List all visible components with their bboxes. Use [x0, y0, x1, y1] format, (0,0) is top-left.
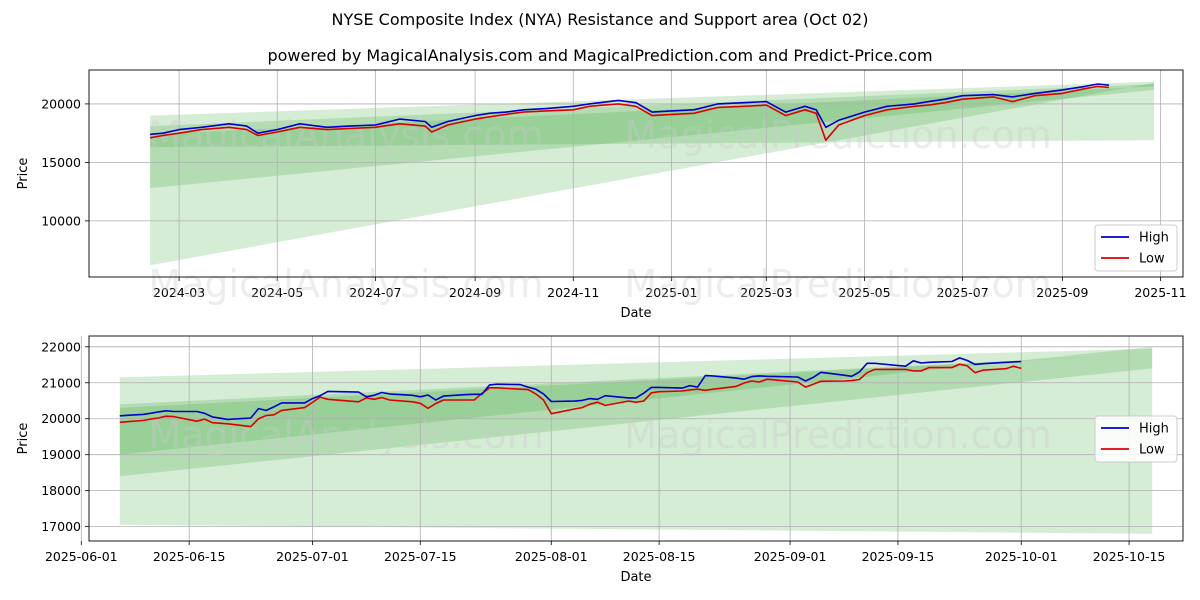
plot-frame [88, 335, 1184, 542]
y-tick-label: 22000 [41, 339, 81, 354]
watermark: MagicalPrediction.com [624, 262, 1052, 306]
legend-label-high: High [1139, 231, 1169, 246]
panel-1: 2024-03 2024-05 2024-07 2024-09 2024-11 2025-… [16, 69, 1187, 321]
legend-label-low: Low [1139, 252, 1165, 267]
chart-subtitle: powered by MagicalAnalysis.com and Magic… [267, 46, 933, 65]
panel-2: 2025-06-01 2025-06-15 2025-07-01 2025-07-15… [16, 335, 1184, 585]
band-3 [150, 82, 1155, 266]
series-line-high [150, 83, 1110, 136]
x-tick-label: 2025-06-15 [153, 549, 226, 564]
y-tick-label: 20000 [41, 96, 81, 111]
watermark: MagicalPrediction.com [624, 113, 1052, 157]
y-tick-label: 19000 [41, 447, 81, 462]
chart-title: NYSE Composite Index (NYA) Resistance an… [331, 10, 869, 29]
x-tick-label: 2025-08-01 [515, 549, 588, 564]
y-axis-label: Price [16, 423, 31, 455]
band-3 [119, 346, 1153, 455]
y-tick-label: 15000 [41, 155, 81, 170]
watermark: MagicalAnalysis.com [148, 113, 543, 157]
y-axis-label: Price [16, 158, 31, 190]
plot-area [89, 70, 1183, 277]
legend-label-high: High [1139, 422, 1169, 437]
plot-area [89, 336, 1183, 541]
x-tick-label: 2024-07 [349, 285, 401, 300]
x-tick-label: 2025-01 [645, 285, 697, 300]
x-tick-label: 2024-03 [153, 285, 205, 300]
x-tick-label: 2025-09-15 [862, 549, 935, 564]
band-2 [119, 353, 1153, 477]
x-tick-label: 2025-09 [1036, 285, 1088, 300]
x-tick-label: 2025-08-15 [623, 549, 696, 564]
y-tick-label: 20000 [41, 411, 81, 426]
x-tick-label: 2025-05 [838, 285, 890, 300]
y-tick-label: 18000 [41, 483, 81, 498]
x-tick-label: 2024-11 [547, 285, 599, 300]
y-tick-label: 17000 [41, 519, 81, 534]
plot-frame [88, 69, 1184, 278]
x-tick-label: 2025-03 [740, 285, 792, 300]
watermark: MagicalAnalysis.com [148, 262, 543, 306]
x-tick-label: 2025-10-01 [985, 549, 1058, 564]
x-tick-label: 2025-11 [1134, 285, 1186, 300]
x-tick-label: 2025-07-15 [384, 549, 457, 564]
watermark: MagicalPrediction.com [624, 413, 1052, 457]
series-line-low [119, 363, 1022, 428]
x-tick-label: 2025-10-15 [1093, 549, 1166, 564]
x-tick-label: 2025-09-01 [754, 549, 827, 564]
x-tick-label: 2024-09 [449, 285, 501, 300]
x-tick-label: 2025-06-01 [45, 549, 118, 564]
series-line-high [119, 357, 1022, 421]
x-tick-label: 2025-07 [936, 285, 988, 300]
band-1 [119, 348, 1153, 534]
legend-label-low: Low [1139, 443, 1165, 458]
x-axis-label: Date [620, 306, 651, 321]
y-tick-label: 21000 [41, 375, 81, 390]
x-tick-label: 2025-07-01 [276, 549, 349, 564]
series-line-low [149, 85, 1110, 141]
x-tick-label: 2024-05 [251, 285, 303, 300]
band-1 [150, 81, 1155, 148]
x-axis-label: Date [620, 570, 651, 585]
watermark: MagicalAnalysis.com [148, 413, 543, 457]
y-tick-label: 10000 [41, 213, 81, 228]
